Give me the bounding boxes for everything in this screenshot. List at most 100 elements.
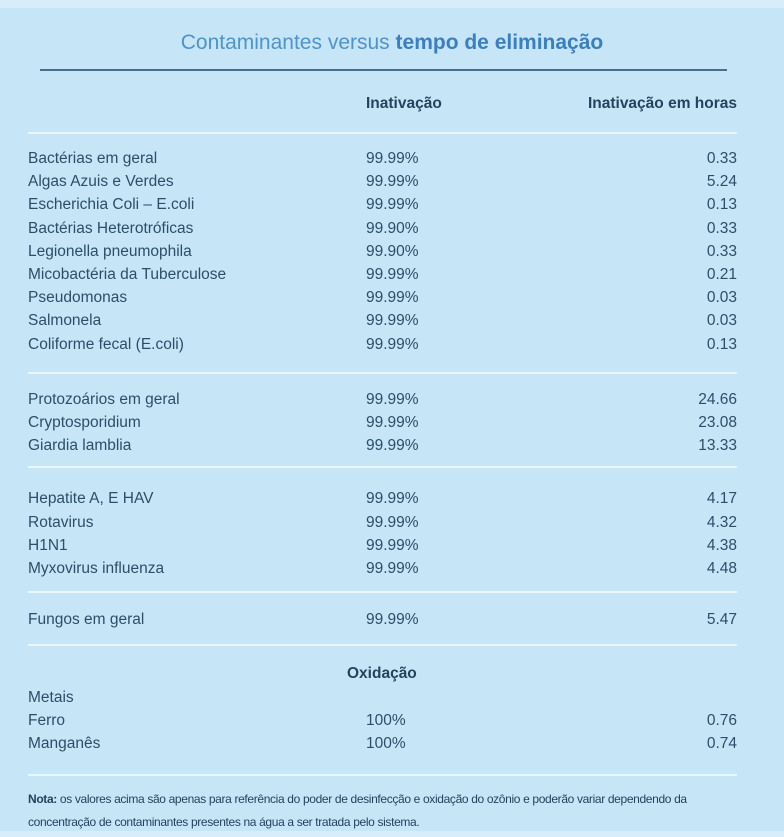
table-row: Escherichia Coli – E.coli 99.99% 0.13	[28, 193, 737, 216]
inactivation-value: 99.99%	[366, 150, 419, 167]
footnote-line-1: Nota: os valores acima são apenas para r…	[28, 788, 737, 811]
hours-value: 5.47	[706, 611, 737, 629]
hours-value: 0.33	[706, 242, 737, 260]
hours-value: 4.48	[706, 560, 737, 578]
hours-value: 0.74	[706, 735, 737, 753]
table-row: Fungos em geral 99.99% 5.47	[28, 608, 737, 631]
contaminant-name: Hepatite A, E HAV	[28, 490, 154, 508]
inactivation-value: 99.99%	[366, 414, 419, 432]
footnote-text-1: os valores acima são apenas para referên…	[59, 792, 687, 807]
contaminant-name: Giardia lamblia	[28, 437, 132, 455]
contaminant-name: Fungos em geral	[28, 611, 145, 629]
inactivation-value: 99.99%	[366, 266, 419, 284]
inactivation-value: 99.90%	[366, 242, 419, 260]
contaminant-name: Protozoários em geral	[28, 390, 180, 408]
hours-value: 0.21	[706, 266, 737, 284]
table-row: Micobactéria da Tuberculose 99.99% 0.21	[28, 263, 737, 286]
hours-value: 4.38	[706, 536, 737, 554]
oxidation-header-empty	[516, 662, 737, 685]
inactivation-value: 99.99%	[366, 335, 419, 353]
table-row: Protozoários em geral 99.99% 24.66	[28, 388, 737, 411]
title-regular: Contaminantes versus	[180, 31, 396, 54]
footnote: Nota: os valores acima são apenas para r…	[28, 788, 737, 834]
hours-value: 0.13	[706, 196, 737, 214]
contaminant-name: Cryptosporidium	[28, 414, 141, 432]
table-row: Bactérias em geral 99.99% 0.33	[28, 147, 737, 170]
hours-value: 0.03	[706, 289, 737, 307]
column-header-contaminant-empty	[28, 95, 366, 113]
hours-value: 23.08	[698, 414, 737, 432]
page-title: Contaminantes versus tempo de eliminação	[0, 0, 784, 55]
group-protozoa: Protozoários em geral 99.99% 24.66 Cryptosp…	[28, 374, 737, 467]
contaminant-name: Manganês	[28, 735, 101, 753]
inactivation-value: 99.99%	[366, 560, 419, 578]
column-header-hours: Inativação em horas	[587, 95, 737, 112]
contaminant-name: Metais	[28, 688, 74, 706]
hours-value: 0.76	[706, 711, 737, 729]
contaminant-name: Coliforme fecal (E.coli)	[28, 335, 184, 353]
hours-value	[516, 686, 737, 709]
group-viruses: Hepatite A, E HAV 99.99% 4.17 Rotavirus 99.9…	[28, 468, 737, 591]
hours-value: 0.33	[706, 150, 737, 167]
table-row: Rotavirus 99.99% 4.32	[28, 511, 737, 534]
contaminant-name: Micobactéria da Tuberculose	[28, 266, 227, 284]
contaminant-name: H1N1	[28, 536, 68, 554]
inactivation-value: 99.99%	[366, 513, 419, 531]
section-divider	[28, 774, 737, 777]
table-row: Algas Azuis e Verdes 99.99% 5.24	[28, 170, 737, 193]
inactivation-value: 99.99%	[366, 490, 419, 508]
inactivation-value: 99.99%	[366, 289, 419, 307]
section-divider	[28, 132, 737, 134]
contaminant-name: Rotavirus	[28, 513, 94, 531]
section-divider	[28, 466, 737, 469]
contaminant-name: Bactérias Heterotróficas	[28, 219, 194, 237]
inactivation-value: 100%	[366, 735, 406, 753]
table-row: Legionella pneumophila 99.90% 0.33	[28, 240, 737, 263]
inactivation-value: 99.99%	[366, 173, 419, 191]
inactivation-value: 99.99%	[366, 611, 419, 629]
oxidation-header-row: Oxidação	[28, 662, 737, 685]
title-divider	[40, 69, 727, 71]
contaminant-name: Myxovirus influenza	[28, 560, 165, 578]
inactivation-value: 100%	[366, 711, 406, 729]
inactivation-value: 99.90%	[366, 219, 419, 237]
contaminant-name: Legionella pneumophila	[28, 242, 192, 260]
oxidation-section: Oxidação Metais Ferro 100% 0.76 Manganês 100%…	[28, 646, 737, 774]
inactivation-value: 99.99%	[366, 437, 419, 455]
contaminant-name: Escherichia Coli – E.coli	[28, 196, 195, 214]
inactivation-value: 99.99%	[366, 312, 419, 330]
inactivation-value: 99.99%	[366, 390, 419, 408]
contaminant-name: Pseudomonas	[28, 289, 128, 307]
table-row: H1N1 99.99% 4.38	[28, 534, 737, 557]
oxidation-header-empty	[28, 662, 366, 685]
table-row: Manganês 100% 0.74	[28, 732, 737, 755]
contaminant-name: Bactérias em geral	[28, 150, 158, 167]
table-row: Coliforme fecal (E.coli) 99.99% 0.13	[28, 333, 737, 356]
section-divider	[28, 371, 737, 374]
table-header-row: Inativação Inativação em horas	[28, 95, 737, 113]
table-row: Salmonela 99.99% 0.03	[28, 309, 737, 332]
table-row: Pseudomonas 99.99% 0.03	[28, 286, 737, 309]
hours-value: 13.33	[698, 437, 737, 455]
inactivation-value: 99.99%	[366, 536, 419, 554]
table-row: Hepatite A, E HAV 99.99% 4.17	[28, 487, 737, 510]
column-header-inactivation: Inativação	[366, 95, 442, 112]
group-bacteria: Bactérias em geral 99.99% 0.33 Algas Azuis …	[28, 134, 737, 372]
hours-value: 0.33	[706, 219, 737, 237]
contaminant-name: Algas Azuis e Verdes	[28, 173, 174, 191]
group-metals: Metais Ferro 100% 0.76 Manganês 100% 0.74	[28, 686, 737, 756]
table-row: Cryptosporidium 99.99% 23.08	[28, 411, 737, 434]
table-row: Giardia lamblia 99.99% 13.33	[28, 434, 737, 457]
contaminants-table: Inativação Inativação em horas Bactérias…	[28, 95, 737, 834]
table-row: Myxovirus influenza 99.99% 4.48	[28, 557, 737, 580]
contaminant-name: Salmonela	[28, 312, 102, 330]
section-divider	[28, 644, 737, 647]
table-row: Ferro 100% 0.76	[28, 709, 737, 732]
table-row: Bactérias Heterotróficas 99.90% 0.33	[28, 217, 737, 240]
hours-value: 0.03	[706, 312, 737, 330]
title-bold: tempo de eliminação	[395, 31, 604, 54]
hours-value: 4.32	[706, 513, 737, 531]
group-fungi: Fungos em geral 99.99% 5.47	[28, 593, 737, 644]
hours-value: 4.17	[706, 490, 737, 508]
oxidation-header: Oxidação	[347, 665, 417, 683]
